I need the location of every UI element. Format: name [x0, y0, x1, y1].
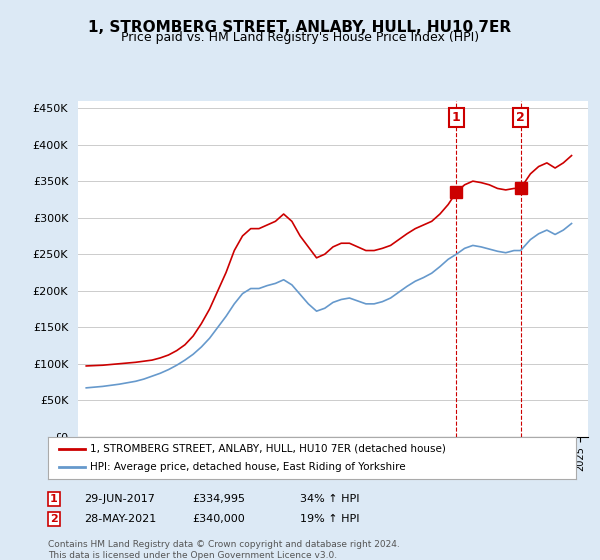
Text: Price paid vs. HM Land Registry's House Price Index (HPI): Price paid vs. HM Land Registry's House … [121, 31, 479, 44]
Text: £334,995: £334,995 [192, 494, 245, 504]
Text: 1, STROMBERG STREET, ANLABY, HULL, HU10 7ER (detached house): 1, STROMBERG STREET, ANLABY, HULL, HU10 … [90, 444, 446, 454]
Text: 1, STROMBERG STREET, ANLABY, HULL, HU10 7ER: 1, STROMBERG STREET, ANLABY, HULL, HU10 … [88, 20, 512, 35]
Text: Contains HM Land Registry data © Crown copyright and database right 2024.
This d: Contains HM Land Registry data © Crown c… [48, 540, 400, 560]
Text: 1: 1 [50, 494, 58, 504]
Text: 28-MAY-2021: 28-MAY-2021 [84, 514, 156, 524]
Text: 34% ↑ HPI: 34% ↑ HPI [300, 494, 359, 504]
Text: 1: 1 [452, 111, 461, 124]
Text: HPI: Average price, detached house, East Riding of Yorkshire: HPI: Average price, detached house, East… [90, 462, 406, 472]
Text: 2: 2 [50, 514, 58, 524]
Text: 29-JUN-2017: 29-JUN-2017 [84, 494, 155, 504]
Text: 2: 2 [516, 111, 525, 124]
Text: 19% ↑ HPI: 19% ↑ HPI [300, 514, 359, 524]
Text: £340,000: £340,000 [192, 514, 245, 524]
